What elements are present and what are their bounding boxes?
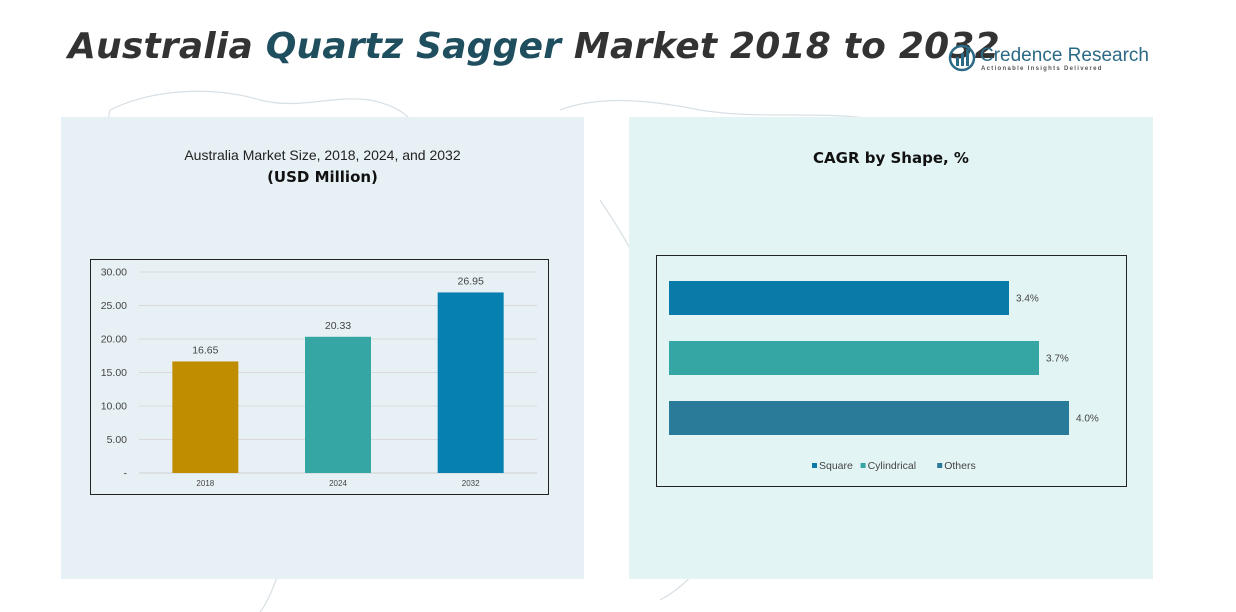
- legend-label: Square: [819, 460, 853, 472]
- bar-value-label: 3.7%: [1046, 354, 1069, 365]
- title-part-2: Quartz Sagger: [265, 26, 562, 67]
- credence-research-logo: Credence Research Actionable Insights De…: [948, 44, 1149, 76]
- title-part-3: Market 2018 to 2032: [561, 26, 1000, 67]
- cagr-bar-chart: 3.4% 3.7% 4.0% Square Cylindrical Others: [669, 281, 1099, 472]
- title-part-1: Australia: [68, 26, 266, 67]
- legend-swatch-cylindrical: [860, 463, 866, 468]
- bar-value-label: 16.65: [192, 344, 218, 356]
- market-size-chart-frame: - 5.00 10.00 15.00 20.00 25.00 30.00 16.65 2018 2…: [90, 259, 549, 495]
- x-tick-label: 2018: [196, 479, 214, 488]
- legend-swatch-others: [937, 463, 943, 468]
- y-tick-label: 5.00: [107, 434, 128, 446]
- market-size-unit: (USD Million): [267, 168, 378, 186]
- y-tick-label: 20.00: [101, 334, 127, 346]
- y-tick-label: 25.00: [101, 300, 127, 312]
- bar-2018: [172, 361, 239, 473]
- bar-value-label: 20.33: [325, 320, 351, 332]
- x-tick-label: 2024: [329, 479, 347, 488]
- logo-icon: [948, 44, 976, 72]
- y-tick-label: 15.00: [101, 367, 127, 379]
- bar-value-label: 3.4%: [1016, 294, 1039, 305]
- cagr-chart-frame: 3.4% 3.7% 4.0% Square Cylindrical Others: [656, 255, 1127, 487]
- bar-others: [669, 401, 1069, 435]
- bar-value-label: 4.0%: [1076, 414, 1099, 425]
- y-tick-label: 10.00: [101, 401, 127, 413]
- y-tick-label: 30.00: [101, 267, 127, 279]
- logo-tagline: Actionable Insights Delivered: [981, 66, 1103, 72]
- cagr-title: CAGR by Shape, %: [813, 149, 969, 167]
- bar-2032: [437, 292, 504, 473]
- page-title: Australia Quartz Sagger Market 2018 to 2…: [68, 26, 1000, 67]
- logo-name: Credence Research: [980, 45, 1149, 66]
- bar-2024: [305, 336, 371, 473]
- market-size-bar-chart: - 5.00 10.00 15.00 20.00 25.00 30.00 16.65 2018 2…: [101, 267, 537, 488]
- legend-swatch-square: [812, 463, 817, 468]
- bar-cylindrical: [669, 341, 1039, 375]
- legend-label: Others: [944, 460, 976, 472]
- legend-label: Cylindrical: [868, 460, 916, 472]
- x-tick-label: 2032: [462, 479, 480, 488]
- market-size-subtitle: Australia Market Size, 2018, 2024, and 2…: [184, 147, 461, 163]
- bar-value-label: 26.95: [458, 275, 484, 287]
- bar-square: [669, 281, 1009, 315]
- y-tick-label: -: [124, 468, 128, 480]
